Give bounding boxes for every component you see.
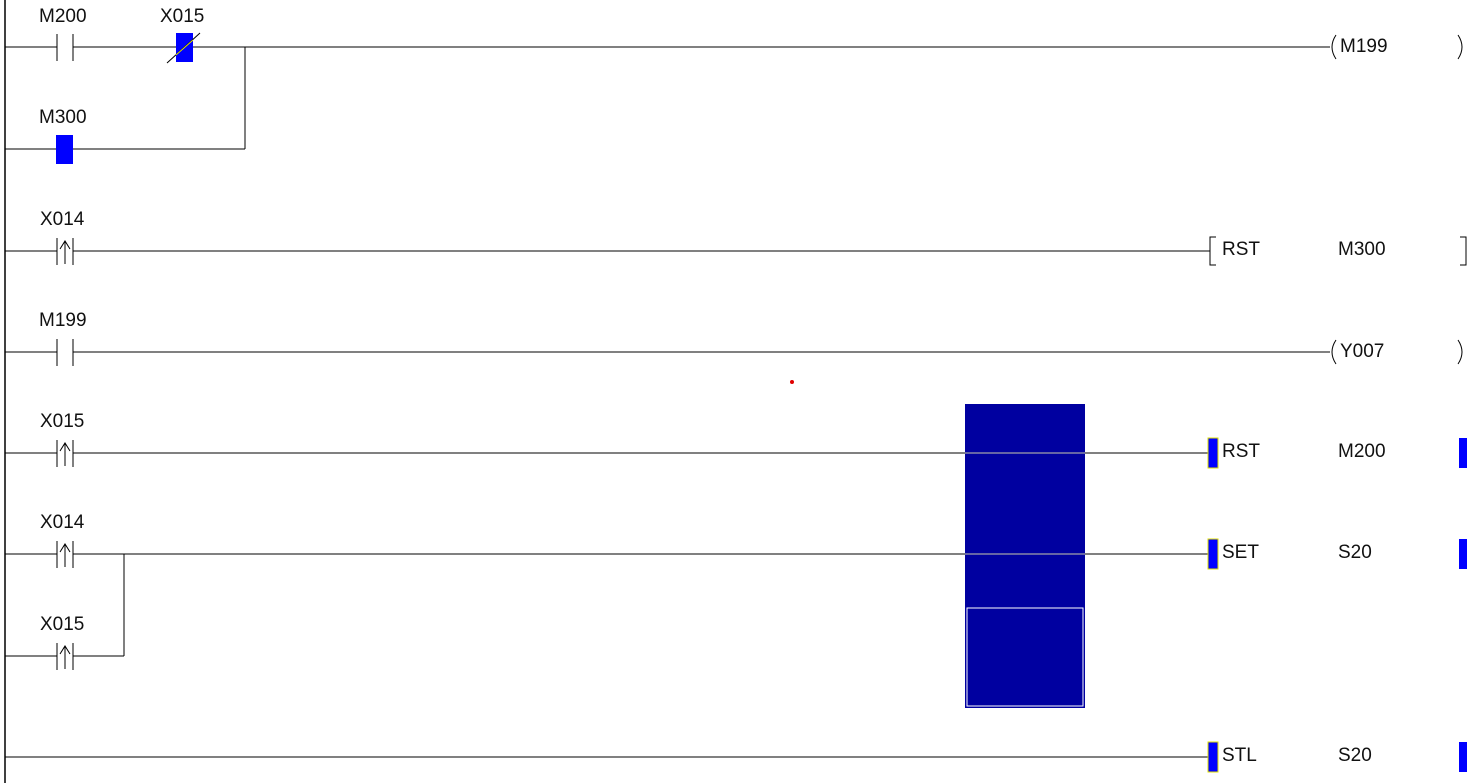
rising-edge-arrow-icon (59, 240, 71, 250)
mouse-cursor-dot (790, 380, 794, 384)
operand-label[interactable]: S20 (1338, 745, 1372, 766)
instruction-bracket-active (1207, 437, 1219, 469)
operand-label[interactable]: S20 (1338, 542, 1372, 563)
rising-edge-arrow-icon (59, 442, 71, 452)
rung-6[interactable]: STL S20 (5, 741, 1467, 773)
contact-label: X014 (40, 512, 85, 533)
instruction-label[interactable]: RST (1222, 239, 1260, 260)
rung-5[interactable]: X014 X015 SET S20 (5, 512, 1467, 670)
rung-3[interactable]: M199 Y007 (5, 310, 1463, 366)
rung-2[interactable]: X014 RST M300 (5, 209, 1467, 266)
contact-label: X015 (160, 6, 204, 27)
instruction-bracket-active (1459, 742, 1467, 772)
coil-close (1457, 34, 1463, 60)
coil-label[interactable]: M199 (1340, 36, 1388, 57)
operand-label[interactable]: M200 (1338, 441, 1386, 462)
contact-label: X015 (40, 614, 84, 635)
contact-label: M300 (39, 107, 87, 128)
instruction-label[interactable]: STL (1222, 745, 1257, 766)
rung-4[interactable]: X015 RST M200 (5, 411, 1467, 469)
operand-label[interactable]: M300 (1338, 239, 1386, 260)
coil-label[interactable]: Y007 (1340, 341, 1384, 362)
contact-no-active[interactable] (56, 135, 73, 164)
rising-edge-arrow-icon (59, 645, 71, 655)
instruction-bracket-active (1459, 539, 1467, 569)
instruction-label[interactable]: RST (1222, 441, 1260, 462)
contact-label: X014 (40, 209, 85, 230)
instruction-bracket-active (1459, 438, 1467, 468)
rung-1[interactable]: M200 X015 M300 M199 (5, 6, 1463, 164)
selection-cursor (966, 607, 1084, 707)
coil-open (1331, 34, 1337, 60)
contact-label: M199 (39, 310, 87, 331)
rising-edge-arrow-icon (59, 543, 71, 553)
instruction-bracket-active (1207, 741, 1219, 773)
instruction-label[interactable]: SET (1222, 542, 1259, 563)
selection-highlight[interactable] (965, 404, 1085, 708)
instruction-bracket-active (1207, 538, 1219, 570)
contact-label: M200 (39, 6, 87, 27)
contact-label: X015 (40, 411, 84, 432)
